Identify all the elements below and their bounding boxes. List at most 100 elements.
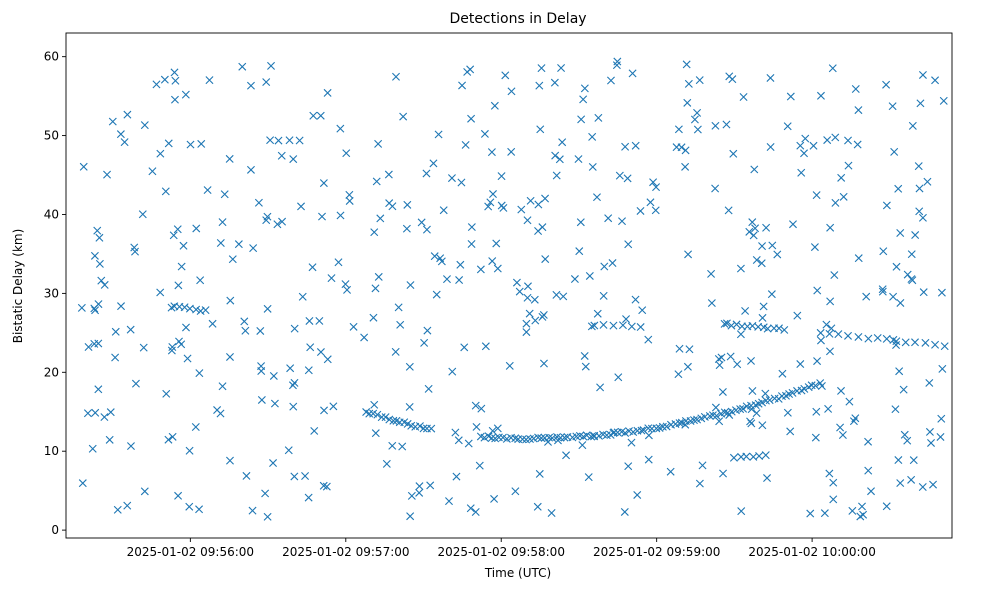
data-point-484 — [174, 491, 183, 500]
data-point-365 — [391, 347, 400, 356]
data-point-216 — [773, 250, 782, 259]
data-point-499 — [541, 255, 550, 264]
data-point-254 — [836, 423, 845, 432]
data-point-131 — [854, 332, 863, 341]
data-point-465 — [511, 487, 520, 496]
data-point-426 — [238, 62, 247, 71]
x-tick-label-4: 2025-01-02 10:00:00 — [748, 545, 875, 559]
data-point-607 — [684, 250, 693, 259]
data-point-217 — [249, 244, 258, 253]
data-point-322 — [758, 313, 767, 322]
data-point-653 — [878, 287, 887, 296]
data-point-280 — [882, 502, 891, 511]
data-point-646 — [79, 162, 88, 171]
data-point-219 — [587, 322, 596, 331]
data-point-517 — [879, 247, 888, 256]
data-point-538 — [891, 405, 900, 414]
data-point-655 — [415, 488, 424, 497]
data-point-482 — [889, 335, 898, 344]
data-point-423 — [216, 238, 225, 247]
data-point-621 — [345, 190, 354, 199]
y-tick-label-0: 0 — [51, 523, 59, 537]
data-point-594 — [636, 206, 645, 215]
data-point-137 — [911, 338, 919, 347]
data-point-620 — [693, 125, 702, 134]
data-point-668 — [174, 281, 183, 290]
data-point-262 — [186, 140, 195, 149]
data-point-234 — [588, 162, 597, 171]
data-point-526 — [896, 298, 905, 307]
data-point-191 — [683, 98, 692, 107]
data-point-275 — [274, 136, 283, 145]
data-point-456 — [246, 165, 255, 174]
data-point-178 — [758, 242, 767, 251]
data-point-401 — [631, 141, 640, 150]
data-point-472 — [820, 509, 829, 518]
y-tick-label-4: 40 — [44, 207, 59, 221]
data-point-356 — [882, 201, 891, 210]
data-point-287 — [938, 364, 947, 373]
data-point-407 — [720, 319, 729, 328]
data-point-579 — [460, 343, 469, 352]
data-point-11 — [377, 413, 386, 422]
data-point-296 — [783, 122, 792, 131]
data-point-534 — [90, 304, 99, 313]
data-point-319 — [853, 140, 862, 149]
data-point-414 — [644, 455, 653, 464]
data-point-211 — [426, 481, 435, 490]
data-point-89 — [720, 408, 729, 417]
data-point-134 — [882, 334, 891, 343]
data-point-226 — [120, 138, 129, 147]
data-point-587 — [536, 125, 545, 134]
data-point-537 — [644, 335, 653, 344]
data-point-314 — [862, 292, 871, 301]
x-tick-label-2: 2025-01-02 09:58:00 — [438, 545, 565, 559]
data-point-464 — [825, 469, 834, 478]
data-point-133 — [873, 333, 882, 342]
data-point-446 — [422, 225, 431, 234]
data-point-390 — [854, 106, 863, 115]
data-point-163 — [931, 76, 940, 85]
data-point-596 — [301, 472, 310, 481]
data-point-209 — [878, 285, 887, 294]
data-point-612 — [266, 136, 275, 145]
data-point-463 — [725, 410, 734, 419]
data-point-385 — [140, 121, 149, 130]
data-point-316 — [593, 309, 602, 318]
data-point-255 — [624, 462, 633, 471]
data-point-649 — [126, 325, 135, 334]
data-point-531 — [457, 178, 466, 187]
data-point-160 — [577, 115, 586, 124]
data-point-424 — [487, 148, 496, 157]
data-point-650 — [160, 75, 169, 84]
data-point-318 — [693, 108, 702, 117]
data-point-199 — [116, 130, 125, 139]
data-point-117 — [732, 320, 741, 329]
data-point-452 — [382, 459, 391, 468]
data-point-297 — [797, 168, 806, 177]
data-point-518 — [369, 313, 378, 322]
data-point-404 — [111, 327, 120, 336]
data-point-347 — [750, 165, 759, 174]
data-point-107 — [788, 388, 797, 397]
data-point-207 — [295, 136, 304, 145]
data-point-340 — [396, 320, 405, 329]
data-point-672 — [919, 288, 928, 297]
data-point-565 — [195, 505, 204, 514]
data-point-2 — [180, 303, 189, 312]
data-point-149 — [742, 452, 751, 461]
data-point-364 — [908, 121, 917, 130]
data-point-110 — [800, 384, 809, 393]
data-point-185 — [278, 217, 287, 226]
data-point-433 — [424, 384, 433, 393]
data-point-589 — [257, 367, 266, 376]
x-tick-label-0: 2025-01-02 09:56:00 — [127, 545, 254, 559]
data-point-479 — [557, 63, 566, 72]
data-point-156 — [739, 92, 748, 101]
data-point-440 — [717, 353, 726, 362]
data-point-476 — [896, 479, 905, 488]
data-point-116 — [727, 321, 736, 330]
data-point-442 — [711, 403, 720, 412]
data-point-603 — [826, 297, 835, 306]
